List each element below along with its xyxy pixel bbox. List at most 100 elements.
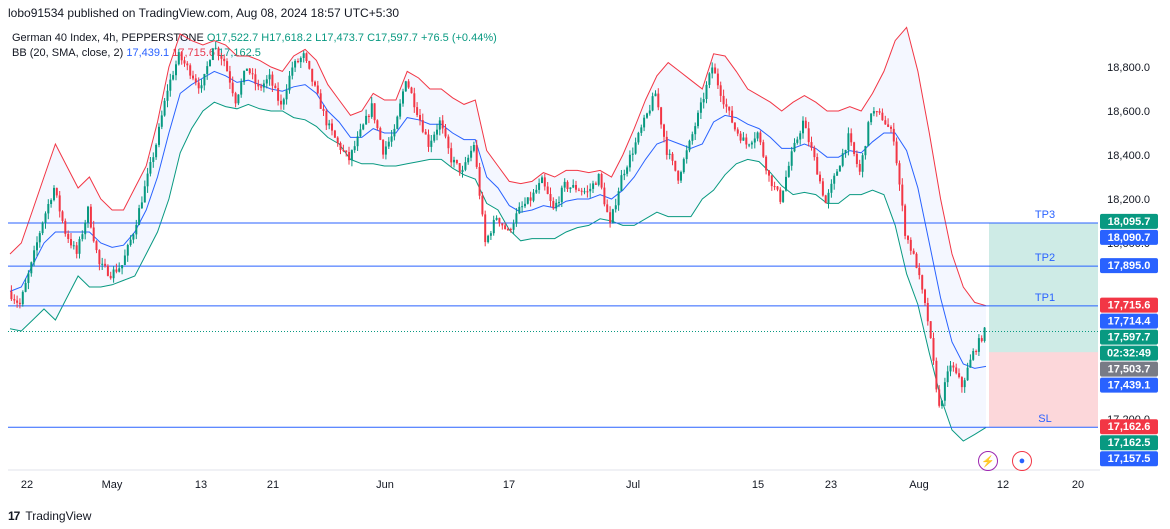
y-tick-label: 18,800.0 <box>1107 62 1150 74</box>
bollinger-bands <box>9 26 987 442</box>
candle-body <box>838 165 841 172</box>
bb-indicator-name[interactable]: BB (20, SMA, close, 2) <box>12 47 124 59</box>
candle-body <box>98 250 101 265</box>
candle-body <box>558 202 560 204</box>
candle-body <box>430 140 433 147</box>
candle-body <box>478 167 481 196</box>
candle-body <box>399 103 402 117</box>
brand-name[interactable]: TradingView <box>25 509 92 523</box>
candle-body <box>898 163 901 185</box>
candle-body <box>356 136 359 147</box>
price-label-bg <box>1100 329 1158 345</box>
candle-body <box>634 142 637 154</box>
candle-body <box>299 58 302 63</box>
candle-body <box>109 275 112 279</box>
candle-body <box>592 183 595 189</box>
candle-body <box>194 78 197 83</box>
price-label-text: 17,895.0 <box>1108 260 1151 272</box>
candle-body <box>433 134 436 141</box>
candle-body <box>921 275 924 290</box>
lightning-icon[interactable]: ⚡ <box>978 451 998 471</box>
candle-body <box>489 233 492 236</box>
candle-body <box>739 133 742 141</box>
candle-body <box>44 213 47 223</box>
candle-body <box>699 102 702 113</box>
candle-body <box>254 74 257 85</box>
candle-body <box>410 87 413 94</box>
candle-body <box>867 122 870 147</box>
price-label-bg <box>1100 377 1158 393</box>
calendar-event-icon[interactable]: ● <box>1012 451 1032 471</box>
candle-body <box>280 100 282 105</box>
candle-body <box>821 181 824 196</box>
candle-body <box>770 175 773 187</box>
candle-body <box>765 156 768 171</box>
bb-lower-value: 17,162.5 <box>218 47 261 59</box>
candle-body <box>850 133 853 143</box>
candle-body <box>129 239 132 245</box>
candle-body <box>92 227 95 242</box>
candle-body <box>33 250 36 263</box>
candle-body <box>135 224 138 235</box>
candle-body <box>243 70 246 83</box>
candle-body <box>424 131 427 135</box>
candle-body <box>875 111 878 113</box>
candle-body <box>118 268 121 272</box>
candle-body <box>722 95 725 105</box>
candle-body <box>106 265 109 276</box>
candle-body <box>762 142 765 157</box>
horizontal-levels[interactable]: TP3 TP2 TP1 SL <box>8 209 1098 428</box>
candle-body <box>339 143 342 150</box>
candle-body <box>75 245 78 254</box>
candle-body <box>745 137 748 145</box>
price-label-bg <box>1100 297 1158 313</box>
candle-body <box>907 235 909 240</box>
candle-body <box>53 187 55 201</box>
candle-body <box>308 60 311 69</box>
time-axis[interactable]: 22 May 13 21 Jun 17 Jul 15 23 Aug 12 20 <box>8 469 1100 491</box>
candle-body <box>515 213 518 224</box>
candle-body <box>648 110 651 114</box>
candle-body <box>436 129 438 135</box>
candle-body <box>779 189 782 202</box>
candle-body <box>217 47 220 56</box>
candle-body <box>518 206 521 214</box>
candle-body <box>376 120 379 129</box>
candle-body <box>220 55 223 59</box>
candle-body <box>671 153 674 161</box>
candle-body <box>81 234 84 240</box>
candle-body <box>277 88 280 101</box>
candle-body <box>297 61 299 63</box>
candle-body <box>594 183 597 185</box>
symbol-name[interactable]: German 40 Index, 4h, PEPPERSTONE <box>12 32 204 44</box>
x-tick-label: 21 <box>267 479 279 491</box>
candle-body <box>319 93 322 109</box>
high-value: H17,618.2 <box>261 32 313 44</box>
candle-body <box>654 93 657 97</box>
candle-body <box>234 93 237 104</box>
candle-body <box>714 67 717 74</box>
candle-body <box>980 338 983 342</box>
candle-body <box>487 235 490 243</box>
candle-body <box>365 115 368 125</box>
candle-body <box>492 219 495 234</box>
candle-body <box>833 175 836 184</box>
candle-body <box>787 165 790 177</box>
low-value: L17,473.7 <box>315 32 365 44</box>
candle-body <box>796 139 799 143</box>
close-value: C17,597.7 <box>367 32 418 44</box>
level-label-sl: SL <box>1038 413 1051 425</box>
candle-body <box>824 195 827 204</box>
candle-body <box>50 200 53 204</box>
x-tick-label: 12 <box>997 479 1009 491</box>
candle-body <box>390 136 393 142</box>
candle-body <box>583 191 586 193</box>
candle-body <box>262 83 265 88</box>
candle-body <box>484 214 487 243</box>
candle-body <box>257 84 260 87</box>
candle-body <box>36 242 38 251</box>
candle-body <box>597 174 600 185</box>
candle-body <box>206 66 209 74</box>
candle-body <box>481 195 484 215</box>
